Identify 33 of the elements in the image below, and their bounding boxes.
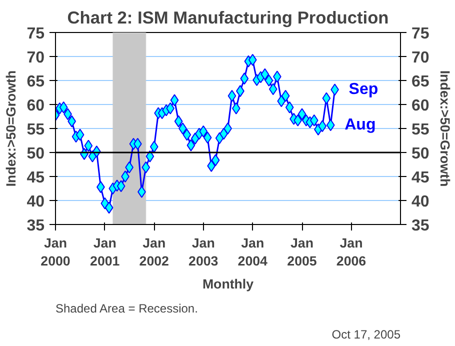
y-axis-title: Index:>50=Growth: [4, 70, 19, 187]
x-tick-label: Jan 2006: [336, 236, 366, 268]
y-tick-label: 40: [26, 194, 45, 210]
y-tick-label: 45: [26, 170, 45, 186]
x-tick-label: Jan 2004: [238, 236, 268, 268]
chart-title: Chart 2: ISM Manufacturing Production: [67, 8, 389, 28]
y2-tick-label: 75: [412, 26, 430, 42]
y2-tick-label: 45: [412, 170, 430, 186]
x-tick-label: Jan 2005: [287, 236, 318, 268]
y-tick-label: 35: [26, 218, 45, 234]
x-tick-label: Jan 2000: [40, 236, 70, 268]
annotation: Sep: [348, 81, 378, 98]
y2-tick-label: 65: [412, 74, 430, 90]
y2-tick-label: 40: [412, 194, 430, 210]
y2-tick-label: 55: [412, 122, 430, 138]
x-axis-title: Monthly: [202, 276, 254, 292]
y-tick-label: 55: [26, 122, 45, 138]
y-tick-label: 65: [26, 74, 45, 90]
y2-axis-title: Index:>50=Growth: [437, 70, 452, 187]
y2-tick-label: 50: [412, 146, 430, 162]
x-tick-label: Jan 2003: [188, 236, 218, 268]
y2-tick-label: 60: [412, 98, 430, 114]
y2-tick-label: 70: [412, 50, 430, 66]
annotation: Aug: [344, 116, 376, 134]
y-tick-label: 60: [26, 98, 45, 114]
text: Oct 17, 2005: [332, 328, 401, 342]
y-tick-label: 70: [26, 50, 45, 66]
x-tick-label: Jan 2002: [139, 236, 169, 268]
text: Shaded Area = Recession.: [56, 302, 198, 316]
x-tick-label: Jan 2001: [90, 236, 120, 268]
y-tick-label: 50: [26, 146, 45, 162]
y2-tick-label: 35: [412, 218, 430, 234]
y-tick-label: 75: [26, 26, 45, 42]
